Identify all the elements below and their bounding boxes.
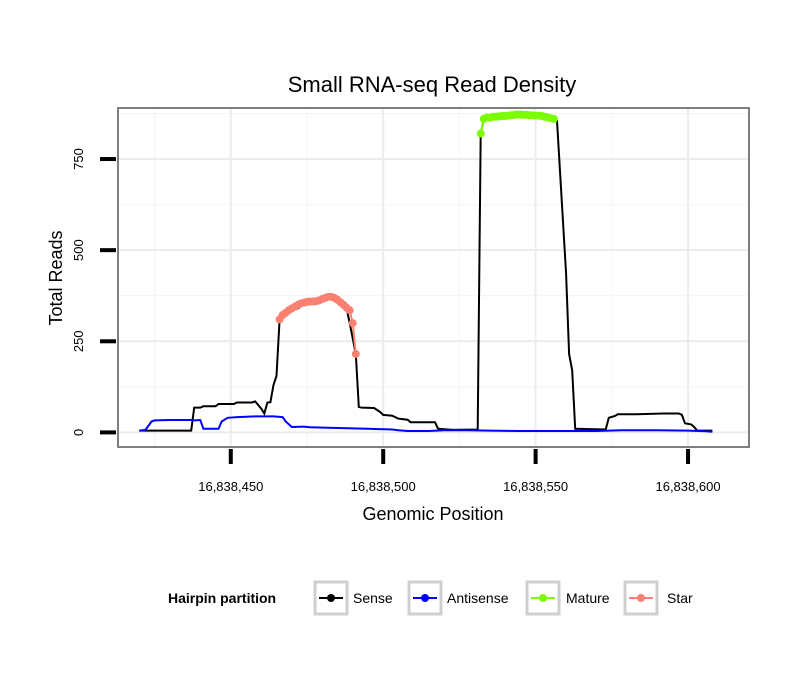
y-tick-label-3: 750 — [71, 148, 86, 170]
series-line-sense — [139, 114, 713, 432]
series-line-antisense — [139, 415, 713, 433]
legend-item-star: Star — [623, 580, 693, 616]
chart-title: Small RNA-seq Read Density — [288, 72, 577, 97]
legend-key-dot-antisense — [421, 594, 429, 602]
star-point-24 — [348, 319, 357, 328]
legend-item-mature: Mature — [525, 580, 610, 616]
legend-label-sense: Sense — [353, 590, 393, 606]
x-tick-label-1: 16,838,500 — [351, 479, 416, 494]
x-axis: 16,838,450 16,838,500 16,838,550 16,838,600 — [198, 449, 721, 494]
series-star — [275, 292, 360, 359]
series-antisense — [139, 415, 713, 433]
mature-point-0 — [476, 129, 485, 138]
mature-point-24 — [549, 114, 558, 123]
series-group — [139, 110, 713, 433]
legend-key-dot-sense — [327, 594, 335, 602]
x-tick-label-3: 16,838,600 — [655, 479, 720, 494]
y-tick-label-2: 500 — [71, 239, 86, 261]
legend-label-star: Star — [667, 590, 693, 606]
legend-key-dot-mature — [539, 594, 547, 602]
x-tick-label-2: 16,838,550 — [503, 479, 568, 494]
legend: Hairpin partition Sense Antisense Mature St… — [168, 580, 693, 616]
legend-label-mature: Mature — [566, 590, 610, 606]
legend-item-antisense: Antisense — [407, 580, 509, 616]
grid — [118, 108, 749, 447]
legend-title: Hairpin partition — [168, 590, 276, 606]
legend-key-dot-star — [637, 594, 645, 602]
x-tick-label-0: 16,838,450 — [198, 479, 263, 494]
x-axis-label: Genomic Position — [362, 504, 503, 524]
star-point-25 — [351, 350, 360, 359]
series-mature — [476, 110, 558, 138]
legend-label-antisense: Antisense — [447, 590, 509, 606]
y-tick-label-0: 0 — [71, 429, 86, 436]
plot-border — [117, 107, 750, 448]
series-sense — [139, 114, 713, 432]
y-axis: 0 250 500 750 — [71, 148, 116, 436]
y-tick-label-1: 250 — [71, 330, 86, 352]
y-axis-label: Total Reads — [46, 230, 66, 325]
star-point-23 — [345, 306, 354, 315]
legend-item-sense: Sense — [313, 580, 393, 616]
